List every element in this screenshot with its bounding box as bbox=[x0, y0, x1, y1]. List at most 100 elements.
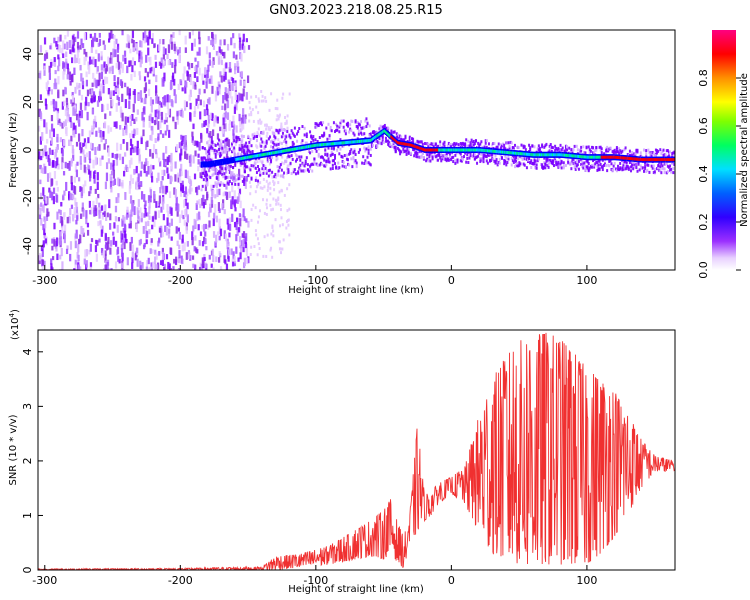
noise-speck bbox=[80, 38, 83, 46]
spectral-speck bbox=[319, 155, 322, 159]
colorbar-gradient bbox=[712, 30, 736, 270]
noise-speck bbox=[97, 42, 100, 47]
noise-speck bbox=[107, 236, 110, 245]
noise-speck bbox=[42, 224, 45, 231]
spectral-speck bbox=[452, 143, 455, 147]
bottom-x-ticks: -300 -200 -100 0 100 bbox=[32, 565, 597, 587]
spectral-speck bbox=[615, 147, 618, 151]
spectral-speck bbox=[301, 161, 304, 165]
spectral-speck bbox=[254, 166, 257, 170]
noise-speck bbox=[224, 92, 227, 100]
noise-speck bbox=[198, 67, 201, 76]
ridge-peak bbox=[625, 156, 628, 160]
noise-speck bbox=[40, 167, 43, 174]
noise-speck bbox=[208, 254, 211, 260]
spectral-speck bbox=[239, 164, 242, 168]
spectral-speck bbox=[502, 142, 505, 146]
ridge-peak bbox=[311, 144, 314, 148]
noise-speck bbox=[109, 111, 112, 116]
spectral-speck bbox=[570, 148, 573, 152]
noise-speck bbox=[97, 146, 100, 151]
spectral-speck bbox=[292, 168, 295, 172]
spectral-speck bbox=[209, 158, 212, 162]
spectral-speck bbox=[266, 158, 269, 162]
noise-speck bbox=[166, 124, 169, 132]
noise-speck bbox=[265, 134, 268, 138]
spectral-speck bbox=[585, 146, 588, 150]
noise-speck bbox=[49, 45, 52, 50]
noise-speck bbox=[194, 84, 197, 90]
spectral-speck bbox=[204, 158, 207, 162]
noise-speck bbox=[237, 168, 241, 176]
noise-speck bbox=[202, 223, 206, 232]
noise-speck bbox=[105, 260, 108, 267]
spectral-speck bbox=[634, 152, 637, 156]
spectral-speck bbox=[613, 151, 616, 155]
noise-speck bbox=[147, 165, 150, 175]
spectral-speck bbox=[523, 157, 526, 161]
noise-speck bbox=[135, 43, 138, 49]
noise-speck bbox=[247, 45, 251, 50]
spectral-speck bbox=[570, 167, 573, 171]
spectral-speck bbox=[311, 136, 314, 140]
ridge-peak bbox=[381, 130, 384, 134]
noise-speck bbox=[275, 175, 278, 179]
spectral-speck bbox=[233, 139, 236, 143]
noise-speck bbox=[214, 94, 218, 102]
noise-speck bbox=[109, 181, 113, 189]
noise-speck bbox=[192, 81, 195, 89]
spectral-speck bbox=[515, 160, 518, 164]
spectral-speck bbox=[376, 144, 379, 148]
ridge-peak bbox=[387, 132, 390, 136]
spectral-speck bbox=[378, 141, 381, 145]
ridge-peak bbox=[618, 156, 621, 160]
spectral-speck bbox=[300, 169, 303, 173]
noise-speck bbox=[112, 160, 115, 166]
spectral-speck bbox=[557, 146, 560, 150]
noise-speck bbox=[129, 180, 132, 189]
noise-speck bbox=[75, 202, 78, 210]
spectral-speck bbox=[612, 152, 615, 156]
spectral-speck bbox=[479, 157, 482, 161]
spectral-speck bbox=[303, 169, 306, 173]
noise-speck bbox=[270, 232, 273, 236]
noise-speck bbox=[74, 125, 77, 135]
noise-speck bbox=[244, 117, 247, 124]
spectral-speck bbox=[429, 145, 432, 149]
noise-speck bbox=[228, 67, 231, 73]
spectral-speck bbox=[216, 172, 219, 176]
noise-speck bbox=[99, 206, 102, 213]
noise-speck bbox=[221, 124, 224, 134]
ridge-peak bbox=[495, 150, 498, 154]
noise-speck bbox=[225, 93, 228, 102]
noise-speck bbox=[207, 224, 210, 230]
spectral-speck bbox=[262, 171, 265, 175]
spectral-speck bbox=[339, 138, 342, 142]
noise-speck bbox=[45, 127, 48, 134]
spectral-speck bbox=[233, 179, 236, 183]
spectral-speck bbox=[369, 147, 372, 151]
noise-speck bbox=[202, 202, 205, 209]
ridge-peak bbox=[440, 148, 443, 152]
noise-speck bbox=[144, 221, 148, 230]
noise-speck bbox=[123, 50, 127, 57]
ridge-peak bbox=[572, 154, 575, 158]
noise-speck bbox=[284, 122, 287, 126]
noise-speck bbox=[227, 79, 230, 84]
noise-speck bbox=[140, 97, 143, 103]
spectral-speck bbox=[575, 166, 578, 170]
spectral-speck bbox=[381, 134, 384, 138]
noise-speck bbox=[174, 64, 177, 74]
noise-speck bbox=[65, 248, 69, 255]
noise-speck bbox=[111, 152, 114, 158]
spectral-speck bbox=[392, 130, 395, 134]
noise-speck bbox=[128, 100, 131, 109]
noise-speck bbox=[124, 192, 127, 200]
spectral-speck bbox=[580, 162, 583, 166]
ridge-peak bbox=[355, 140, 358, 144]
noise-speck bbox=[169, 39, 172, 45]
noise-speck bbox=[56, 157, 59, 167]
ridge-peak bbox=[553, 153, 556, 157]
spectral-speck bbox=[275, 143, 278, 147]
noise-speck bbox=[275, 118, 278, 122]
